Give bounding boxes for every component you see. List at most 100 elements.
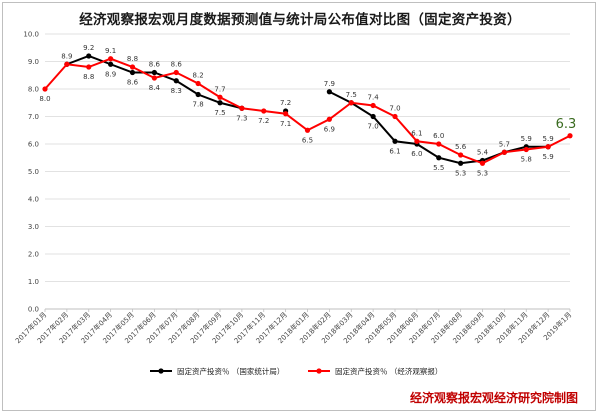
data-point: [436, 155, 442, 161]
data-label: 8.3: [171, 87, 182, 95]
data-point: [86, 64, 92, 70]
data-label: 7.4: [368, 94, 380, 102]
data-label: 6.1: [389, 147, 400, 155]
data-point: [108, 61, 114, 67]
data-point: [195, 91, 201, 98]
legend: 固定资产投资％ （国家统计局） 固定资产投资％ （经济观察报）: [150, 366, 442, 376]
legend-label: 固定资产投资％ （经济观察报）: [335, 366, 442, 376]
y-tick-label: 6.0: [28, 141, 39, 149]
data-point: [370, 113, 376, 120]
watermark-credit: 经济观察报宏观经济研究院制图: [409, 391, 578, 405]
last-value-label: 6.3: [556, 117, 577, 132]
data-point: [195, 80, 201, 87]
data-point: [42, 86, 48, 92]
data-label: 7.8: [193, 101, 204, 109]
data-point: [283, 111, 289, 117]
data-label: 7.9: [324, 80, 335, 88]
data-point: [86, 53, 92, 59]
data-point: [370, 102, 376, 109]
data-point: [479, 160, 486, 166]
y-tick-label: 1.0: [28, 278, 39, 286]
data-label: 5.6: [455, 143, 467, 151]
y-tick-label: 4.0: [28, 196, 39, 204]
data-point: [545, 144, 551, 150]
gridlines: [45, 33, 570, 310]
data-point: [458, 160, 464, 166]
series-forecast: [42, 56, 573, 166]
data-point: [173, 69, 179, 76]
y-tick-label: 7.0: [28, 113, 39, 121]
y-tick-label: 10.0: [23, 31, 39, 39]
data-label: 6.0: [433, 132, 444, 140]
axes: 0.01.02.03.04.05.06.07.08.09.010.02017年0…: [13, 31, 573, 346]
data-point: [151, 75, 157, 81]
y-tick-label: 0.0: [28, 306, 39, 314]
data-point: [501, 149, 507, 155]
data-label: 9.1: [105, 47, 116, 55]
data-point: [523, 146, 529, 153]
data-label: 7.0: [389, 105, 400, 113]
data-point: [261, 108, 267, 114]
data-label: 7.3: [236, 114, 247, 122]
data-label: 8.6: [127, 79, 139, 87]
data-label: 8.8: [127, 55, 138, 63]
data-label: 7.2: [280, 99, 291, 107]
data-label: 5.4: [477, 149, 489, 157]
data-point: [326, 116, 332, 122]
data-point: [567, 133, 573, 139]
data-label: 7.7: [214, 85, 225, 93]
data-label: 8.8: [83, 73, 94, 81]
y-tick-label: 9.0: [28, 58, 39, 66]
legend-official: 固定资产投资％ （国家统计局）: [150, 366, 284, 376]
data-label: 8.9: [105, 70, 116, 78]
data-point: [348, 100, 354, 106]
data-label: 6.1: [411, 129, 422, 137]
data-label: 7.0: [368, 123, 379, 131]
data-point: [458, 152, 464, 158]
data-label: 5.9: [543, 153, 554, 161]
data-label: 7.5: [346, 91, 357, 99]
data-point: [64, 61, 70, 67]
data-label: 5.9: [543, 135, 554, 143]
chart-frame: [2, 2, 596, 411]
chart-title: 经济观察报宏观月度数据预测值与统计局公布值对比图（固定资产投资）: [79, 12, 521, 28]
data-point: [129, 64, 136, 70]
data-label: 7.1: [280, 120, 291, 128]
y-tick-label: 8.0: [28, 86, 39, 94]
data-label: 6.9: [324, 125, 335, 133]
data-label: 7.2: [258, 117, 269, 125]
data-point: [326, 89, 332, 95]
data-label: 5.8: [521, 156, 532, 164]
series-line: [328, 90, 549, 165]
data-label: 8.6: [149, 61, 161, 69]
data-label: 5.7: [499, 140, 510, 148]
data-point: [108, 56, 114, 62]
data-point: [173, 78, 179, 84]
data-label: 5.3: [455, 169, 466, 177]
series-line: [44, 57, 571, 165]
data-label: 5.9: [521, 135, 532, 143]
series-lines: [42, 53, 573, 166]
data-label: 5.3: [477, 169, 488, 177]
data-label: 6.5: [302, 136, 313, 144]
data-label: 8.2: [193, 72, 204, 80]
data-label: 7.5: [214, 109, 225, 117]
data-point: [392, 113, 398, 120]
data-point: [414, 138, 420, 144]
legend-swatch-marker: [316, 368, 322, 374]
data-point: [436, 141, 442, 147]
data-point: [217, 94, 223, 100]
data-point: [304, 127, 311, 133]
data-label: 8.4: [149, 84, 161, 92]
data-label: 9.2: [83, 44, 94, 52]
legend-swatch-marker: [158, 368, 164, 374]
y-tick-label: 3.0: [28, 223, 39, 231]
y-tick-label: 5.0: [28, 168, 39, 176]
data-labels: 8.0 8.9 9.2 8.8 9.1 8.9 8.8 8.6 8.6 8.4 8.6 8.3 8.2 7…: [39, 44, 576, 177]
data-point: [392, 138, 398, 144]
legend-forecast: 固定资产投资％ （经济观察报）: [308, 366, 442, 376]
data-label: 8.0: [39, 95, 50, 103]
data-point: [217, 100, 223, 106]
legend-label: 固定资产投资％ （国家统计局）: [177, 366, 284, 376]
